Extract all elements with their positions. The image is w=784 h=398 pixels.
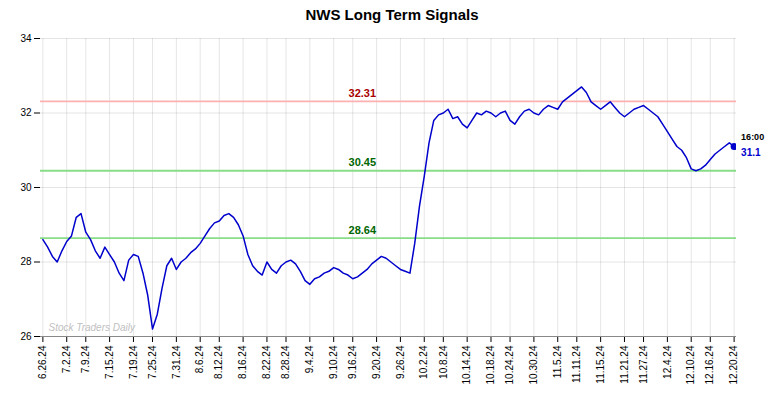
svg-text:7.25.24: 7.25.24 [147, 345, 158, 379]
svg-text:6.26.24: 6.26.24 [37, 345, 48, 379]
svg-text:9.26.24: 9.26.24 [395, 345, 406, 379]
svg-text:12.4.24: 12.4.24 [662, 345, 673, 379]
svg-text:12.16.24: 12.16.24 [704, 345, 715, 384]
svg-text:10.18.24: 10.18.24 [485, 345, 496, 384]
svg-text:8.16.24: 8.16.24 [237, 345, 248, 379]
svg-text:10.24.24: 10.24.24 [504, 345, 515, 384]
svg-text:28.64: 28.64 [349, 224, 377, 236]
svg-text:7.2.24: 7.2.24 [61, 345, 72, 373]
svg-text:11.15.24: 11.15.24 [595, 345, 606, 384]
svg-text:34: 34 [20, 33, 32, 44]
svg-text:8.12.24: 8.12.24 [213, 345, 224, 379]
svg-text:9.20.24: 9.20.24 [371, 345, 382, 379]
svg-text:32.31: 32.31 [349, 87, 377, 99]
svg-text:10.30.24: 10.30.24 [528, 345, 539, 384]
svg-text:11.5.24: 11.5.24 [552, 345, 563, 378]
svg-text:32: 32 [20, 107, 32, 118]
svg-text:10.2.24: 10.2.24 [418, 345, 429, 379]
svg-text:9.4.24: 9.4.24 [304, 345, 315, 373]
svg-text:Stock Traders Daily: Stock Traders Daily [49, 322, 137, 333]
svg-text:7.9.24: 7.9.24 [80, 345, 91, 373]
html-text:NWS Long Term Signals: NWS Long Term Signals [305, 6, 479, 23]
svg-text:10.8.24: 10.8.24 [438, 345, 449, 379]
svg-text:30: 30 [20, 182, 32, 193]
svg-text:12.20.24: 12.20.24 [728, 345, 739, 384]
svg-text:30.45: 30.45 [349, 156, 377, 168]
svg-text:12.10.24: 12.10.24 [685, 345, 696, 384]
svg-text:8.28.24: 8.28.24 [280, 345, 291, 379]
svg-text:7.15.24: 7.15.24 [104, 345, 115, 379]
svg-text:8.22.24: 8.22.24 [261, 345, 272, 379]
svg-text:7.19.24: 7.19.24 [128, 345, 139, 379]
svg-text:9.10.24: 9.10.24 [328, 345, 339, 379]
svg-text:11.21.24: 11.21.24 [619, 345, 630, 384]
svg-text:28: 28 [20, 256, 32, 267]
svg-text:31.1: 31.1 [741, 147, 761, 158]
svg-text:9.16.24: 9.16.24 [347, 345, 358, 379]
svg-text:10.14.24: 10.14.24 [461, 345, 472, 384]
svg-text:26: 26 [20, 331, 32, 342]
svg-text:16:00: 16:00 [741, 132, 764, 142]
svg-text:8.6.24: 8.6.24 [194, 345, 205, 373]
svg-text:11.11.24: 11.11.24 [571, 345, 582, 383]
svg-text:11.27.24: 11.27.24 [638, 345, 649, 384]
svg-text:7.31.24: 7.31.24 [171, 345, 182, 379]
